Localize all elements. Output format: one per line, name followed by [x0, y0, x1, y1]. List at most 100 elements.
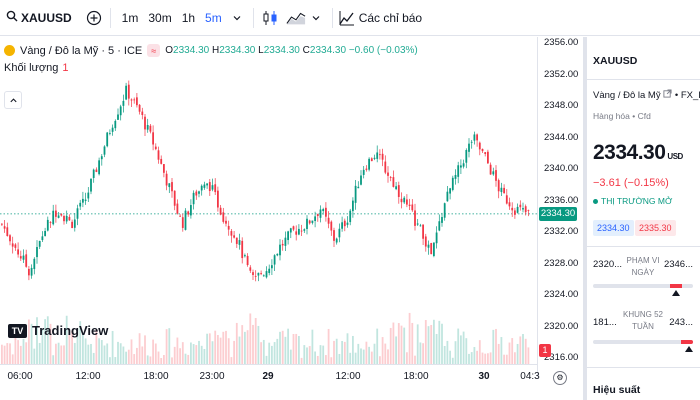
candle-body: [416, 223, 419, 225]
candle-body: [136, 97, 138, 106]
volume-bar: [438, 320, 441, 364]
volume-bar: [3, 345, 6, 364]
candle-body: [208, 182, 211, 192]
volume-bar: [238, 336, 241, 364]
volume-bar: [122, 346, 125, 364]
bid-price-badge[interactable]: 2334.30: [593, 220, 634, 236]
candle-body: [424, 236, 427, 247]
candle-body: [376, 152, 379, 159]
candle-body: [109, 132, 111, 134]
volume-bar: [443, 345, 446, 364]
candle-body: [319, 209, 322, 218]
panel-divider: [587, 246, 700, 247]
volume-bar: [287, 328, 289, 364]
indicators-button[interactable]: Các chỉ báo: [339, 8, 422, 28]
interval-dropdown[interactable]: [227, 8, 247, 28]
candle-body: [289, 228, 292, 233]
volume-bar: [217, 335, 219, 364]
volume-bar: [316, 355, 319, 364]
candle-body: [181, 217, 184, 228]
volume-legend[interactable]: Khối lượng 1: [4, 62, 68, 74]
price-chart[interactable]: [0, 37, 537, 364]
indicators-icon: [339, 10, 354, 25]
time-axis[interactable]: 06:00 12:00 18:00 23:00 29 12:00 18:00 30 04:3: [0, 364, 540, 386]
volume-bar: [470, 352, 473, 364]
panel-symbol[interactable]: XAUUSD: [593, 55, 638, 67]
volume-bar: [157, 351, 160, 364]
candle-body: [92, 169, 95, 178]
candle-body: [362, 169, 365, 175]
legend-row: Vàng / Đô la Mỹ · 5 · ICE ≈ O2334.30 H23…: [4, 44, 418, 57]
candle-body: [516, 206, 519, 213]
volume-bar: [306, 347, 308, 364]
candle-body: [190, 205, 192, 216]
candle-body: [284, 237, 287, 246]
volume-bar: [327, 328, 330, 364]
volume-bar: [379, 356, 381, 364]
candle-body: [1, 223, 3, 225]
volume-bar: [36, 317, 38, 364]
compare-symbol-icon[interactable]: ≈: [147, 44, 161, 57]
volume-bar: [408, 312, 411, 364]
market-status-text: THỊ TRƯỜNG MỞ: [601, 196, 673, 206]
candle-body: [276, 253, 279, 256]
volume-bar: [478, 340, 481, 364]
chart-pane[interactable]: Vàng / Đô la Mỹ · 5 · ICE ≈ O2334.30 H23…: [0, 37, 582, 400]
volume-bar: [511, 338, 514, 364]
chart-options-dropdown[interactable]: [306, 8, 326, 28]
candle-body: [308, 220, 311, 224]
candle-body: [419, 225, 422, 227]
compare-chart-button[interactable]: [286, 8, 306, 28]
tradingview-logo[interactable]: TV TradingView: [8, 323, 108, 338]
volume-bar: [168, 328, 171, 364]
candle-body: [449, 188, 451, 194]
ask-price-badge[interactable]: 2335.30: [635, 220, 676, 236]
time-axis-label: 12:00: [75, 371, 101, 382]
candle-body: [82, 198, 84, 203]
volume-bar: [241, 325, 244, 364]
panel-asset-type: Hàng hóa • Cfd: [593, 111, 651, 121]
candle-body: [454, 174, 457, 179]
week52-range-low: 181...: [593, 317, 617, 328]
volume-bar: [273, 342, 276, 364]
symbol-search-button[interactable]: XAUUSD: [0, 10, 72, 25]
volume-bar: [368, 346, 370, 364]
candle-body: [335, 238, 338, 243]
price-axis[interactable]: 2356.00 2352.00 2348.00 2344.00 2340.00 2336.…: [537, 37, 582, 377]
volume-bar: [30, 323, 33, 364]
volume-bar: [433, 319, 435, 364]
performance-heading[interactable]: Hiệu suất: [593, 384, 641, 396]
collapse-legend-button[interactable]: [4, 91, 22, 109]
volume-bar: [208, 333, 211, 364]
candle-body: [360, 175, 362, 185]
candle-body: [470, 141, 473, 143]
volume-bar: [249, 313, 252, 364]
volume-bar: [252, 324, 254, 364]
compare-add-button[interactable]: [84, 8, 104, 28]
volume-bar: [171, 357, 173, 364]
candle-body: [163, 164, 165, 173]
candle-body: [395, 186, 397, 190]
candle-body: [122, 100, 125, 106]
time-axis-label: 12:00: [335, 371, 361, 382]
volume-bar: [265, 355, 268, 364]
legend-title[interactable]: Vàng / Đô la Mỹ · 5 · ICE: [20, 44, 143, 57]
interval-30m[interactable]: 30m: [148, 10, 172, 25]
candle-body: [430, 243, 433, 255]
ohlc-open: 2334.30: [173, 45, 210, 56]
volume-bar: [454, 341, 457, 364]
volume-bar: [190, 342, 192, 364]
volume-bar: [298, 336, 300, 364]
external-link-icon[interactable]: [663, 89, 672, 101]
volume-value-badge: 1: [539, 344, 551, 357]
time-axis-label: 23:00: [199, 371, 225, 382]
volume-bar: [46, 316, 49, 364]
chart-type-button[interactable]: [260, 8, 280, 28]
interval-5m[interactable]: 5m: [205, 10, 222, 25]
settings-gear-icon[interactable]: ⚙: [553, 371, 567, 385]
candle-body: [90, 178, 92, 192]
volume-bar: [63, 345, 65, 364]
interval-1m[interactable]: 1m: [121, 10, 139, 25]
indicators-label: Các chỉ báo: [358, 10, 423, 25]
interval-1h[interactable]: 1h: [181, 10, 196, 25]
